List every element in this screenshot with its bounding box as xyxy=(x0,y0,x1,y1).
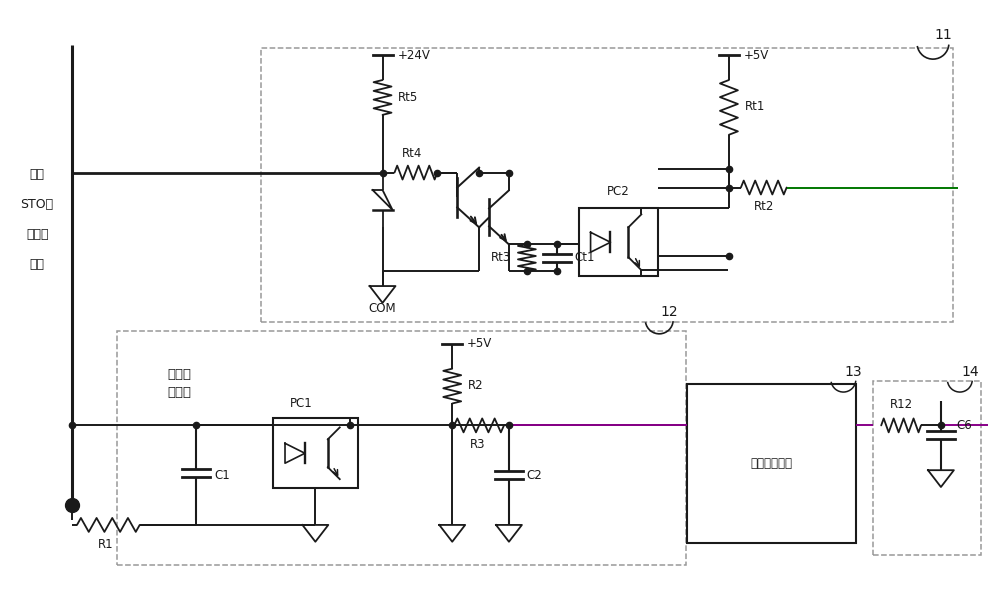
Text: R12: R12 xyxy=(890,399,913,412)
Text: 信号: 信号 xyxy=(30,258,45,271)
Text: STO功: STO功 xyxy=(21,198,54,211)
Bar xyxy=(579,208,658,276)
Text: Ct1: Ct1 xyxy=(575,251,595,264)
Bar xyxy=(687,384,856,543)
Bar xyxy=(117,331,686,565)
Text: C6: C6 xyxy=(957,419,973,432)
Text: 能触发: 能触发 xyxy=(26,228,48,241)
Text: R1: R1 xyxy=(98,538,114,551)
Text: Rt2: Rt2 xyxy=(754,200,774,213)
Text: PC2: PC2 xyxy=(607,185,630,198)
Text: 第一: 第一 xyxy=(30,168,45,181)
Text: Rt1: Rt1 xyxy=(745,100,765,113)
Text: Rt3: Rt3 xyxy=(491,251,511,264)
Text: 11: 11 xyxy=(934,29,952,42)
Text: R2: R2 xyxy=(468,379,484,392)
Text: 13: 13 xyxy=(845,365,862,378)
Text: R3: R3 xyxy=(470,438,486,451)
Text: +24V: +24V xyxy=(397,49,430,62)
Text: 12: 12 xyxy=(660,305,678,319)
Bar xyxy=(273,418,358,488)
Text: Rt5: Rt5 xyxy=(397,91,418,105)
Text: PC1: PC1 xyxy=(290,397,312,410)
Text: C1: C1 xyxy=(214,469,230,482)
Text: +5V: +5V xyxy=(744,49,769,62)
Bar xyxy=(873,381,981,555)
Text: 14: 14 xyxy=(961,365,979,378)
Text: COM: COM xyxy=(369,302,396,315)
Text: 第一光
耦电路: 第一光 耦电路 xyxy=(168,368,192,399)
Text: +5V: +5V xyxy=(467,337,492,350)
Text: Rt4: Rt4 xyxy=(402,147,423,160)
Text: 第一整形电路: 第一整形电路 xyxy=(751,457,793,470)
Bar xyxy=(261,48,953,322)
Text: C2: C2 xyxy=(527,469,543,482)
